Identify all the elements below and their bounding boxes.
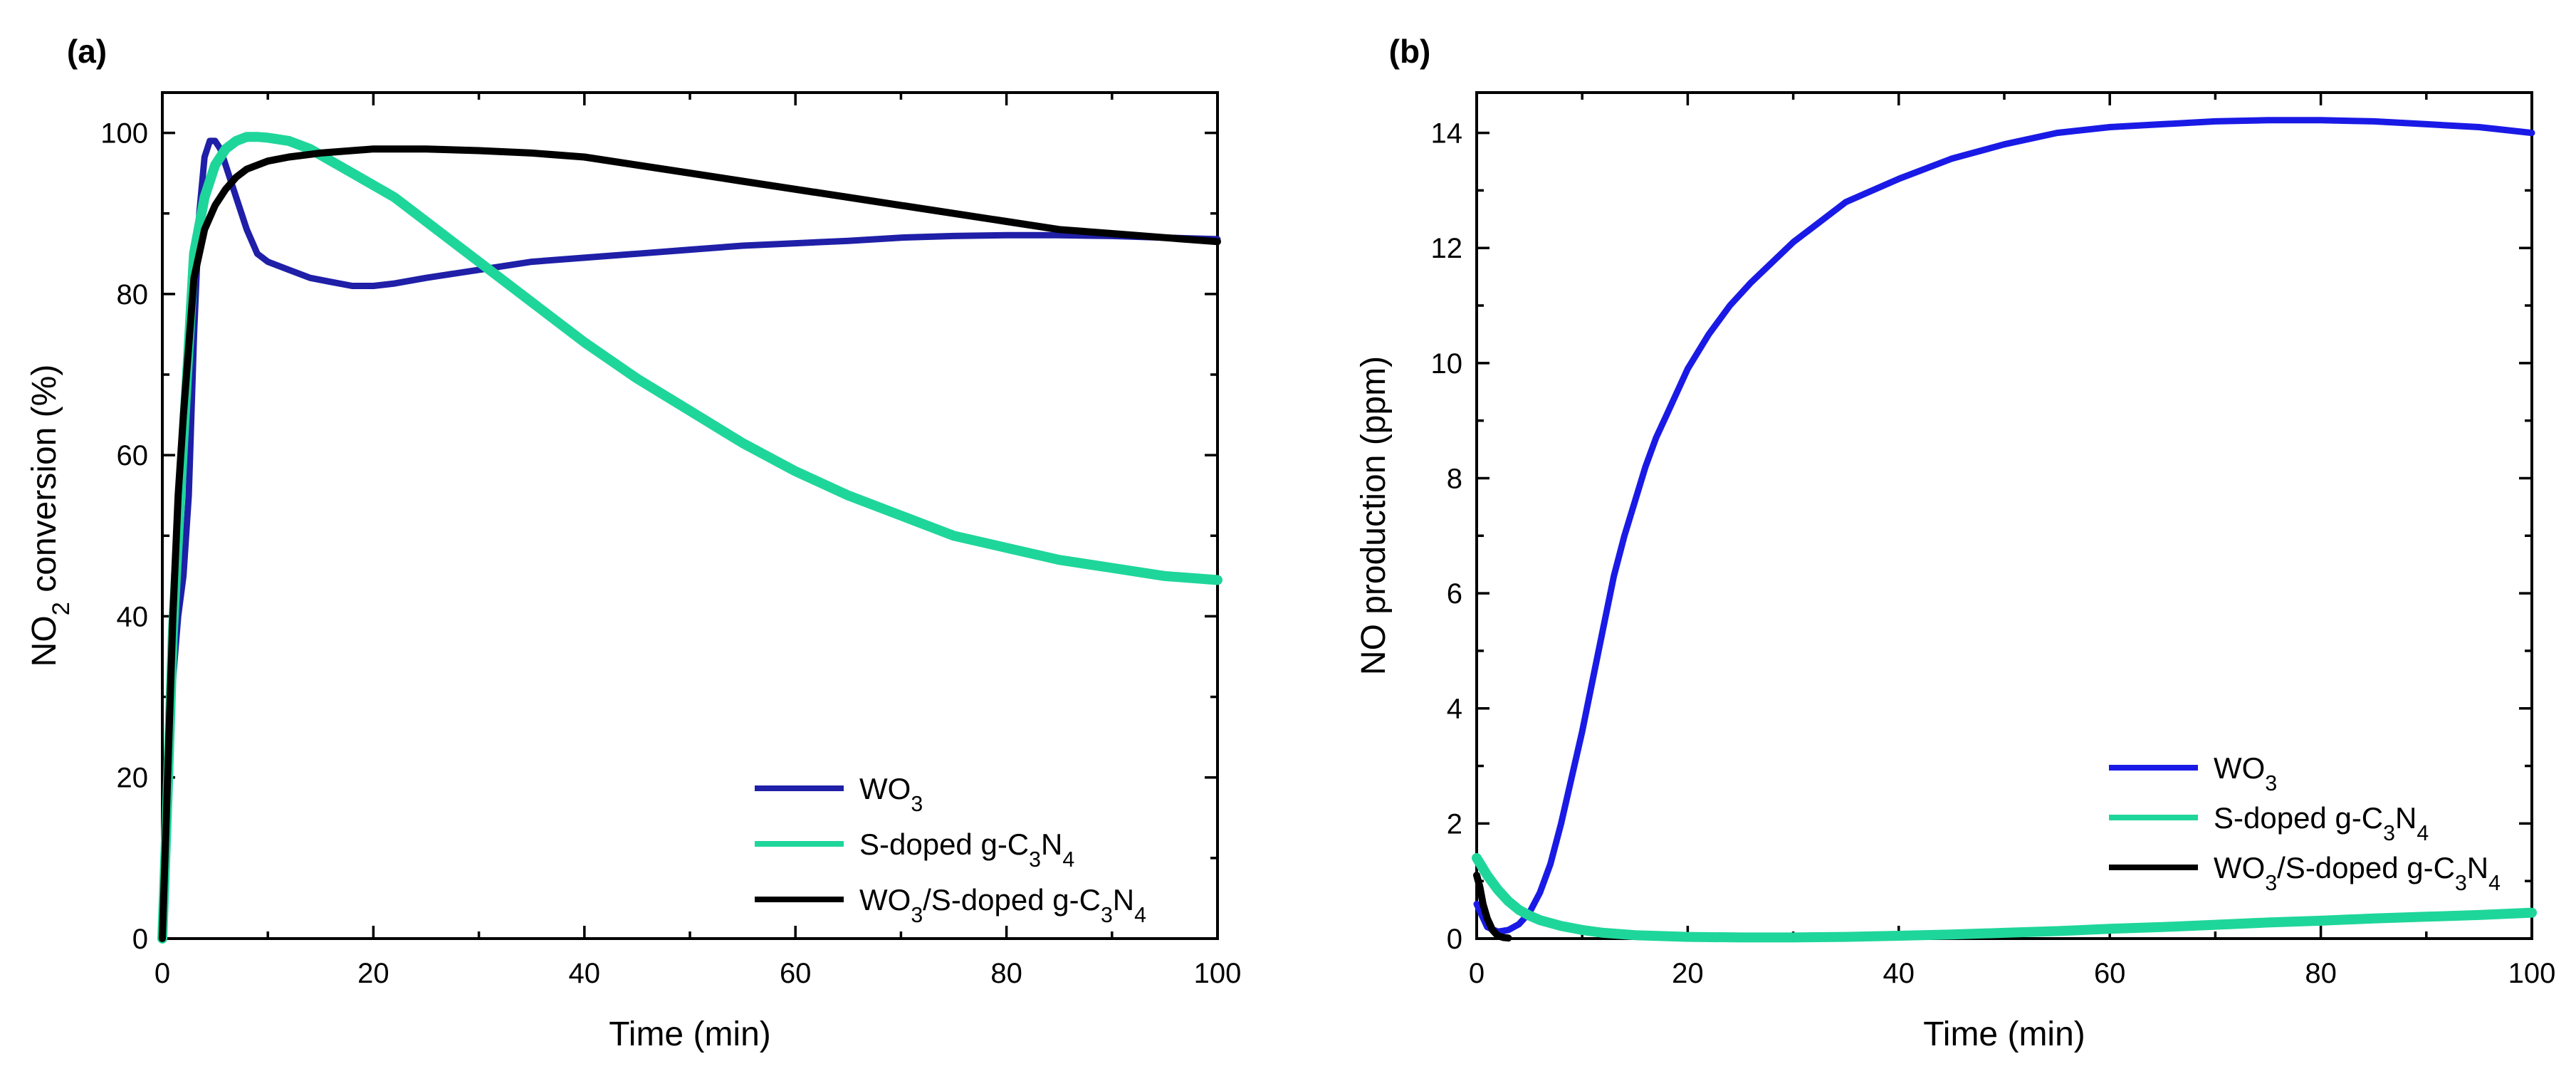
y-tick-label: 8	[1447, 463, 1462, 494]
panel-b-nitric-oxide-production: (b) 0 20 40 60 80 100 0 2 4 6 8 10 12 14 Time (min) NO p…	[1355, 33, 2555, 1053]
x-tick-label: 80	[2305, 958, 2337, 989]
y-tick-label: 60	[117, 440, 149, 471]
x-axis-title: Time (min)	[1923, 1015, 2085, 1053]
y-tick-label: 0	[1447, 924, 1462, 955]
legend-label-composite: WO3/S-doped g-C3N4	[2214, 851, 2501, 895]
series-line-composite	[1473, 872, 1512, 942]
series-line-WO3	[159, 137, 1221, 942]
x-tick-label: 40	[1883, 958, 1915, 989]
y-tick-label: 14	[1431, 118, 1463, 150]
legend: WO3 S-doped g-C3N4 WO3/S-doped g-C3N4	[2109, 751, 2501, 895]
y-axis-title: NO production (ppm)	[1355, 356, 1393, 675]
legend-label-SgCN: S-doped g-C3N4	[2214, 801, 2429, 845]
y-tick-label: 6	[1447, 578, 1462, 610]
y-tick-label: 80	[117, 279, 149, 310]
y-tick-label: 20	[117, 763, 149, 794]
series-line-composite	[159, 145, 1221, 942]
series-line-WO3	[1473, 117, 2535, 935]
legend-label-WO3: WO3	[2214, 751, 2277, 795]
y-tick-label: 12	[1431, 233, 1463, 264]
y-axis-title: NO2 conversion (%)	[26, 365, 75, 667]
panel-label: (b)	[1389, 33, 1431, 70]
y-tick-label: 40	[117, 601, 149, 632]
legend-label-WO3: WO3	[859, 772, 923, 816]
x-tick-label: 60	[780, 958, 812, 989]
x-tick-label: 100	[2508, 958, 2556, 989]
x-axis-title: Time (min)	[609, 1015, 771, 1053]
y-tick-label: 2	[1447, 808, 1462, 840]
x-tick-label: 20	[1672, 958, 1704, 989]
x-tick-label: 40	[569, 958, 601, 989]
legend-label-SgCN: S-doped g-C3N4	[859, 827, 1074, 872]
series-line-SgCN	[157, 132, 1222, 944]
panel-a-nitrogen-dioxide-conversion: (a) 0 20 40 60 80 100 0 20 40 60 80 100 Time (min) NO2…	[26, 33, 1241, 1053]
legend-label-composite: WO3/S-doped g-C3N4	[859, 883, 1146, 927]
y-tick-label: 0	[132, 924, 148, 955]
y-tick-label: 10	[1431, 348, 1463, 380]
panel-label: (a)	[67, 33, 107, 70]
series-line-SgCN	[1472, 852, 2537, 943]
x-tick-label: 80	[990, 958, 1022, 989]
y-tick-label: 4	[1447, 694, 1462, 725]
x-tick-label: 0	[1469, 958, 1485, 989]
x-tick-label: 60	[2094, 958, 2126, 989]
plot-frame	[161, 91, 1219, 940]
x-tick-label: 0	[155, 958, 170, 989]
x-tick-label: 100	[1194, 958, 1242, 989]
y-tick-label: 100	[100, 118, 148, 150]
legend: WO3 S-doped g-C3N4 WO3/S-doped g-C3N4	[755, 772, 1146, 927]
x-tick-label: 20	[357, 958, 389, 989]
